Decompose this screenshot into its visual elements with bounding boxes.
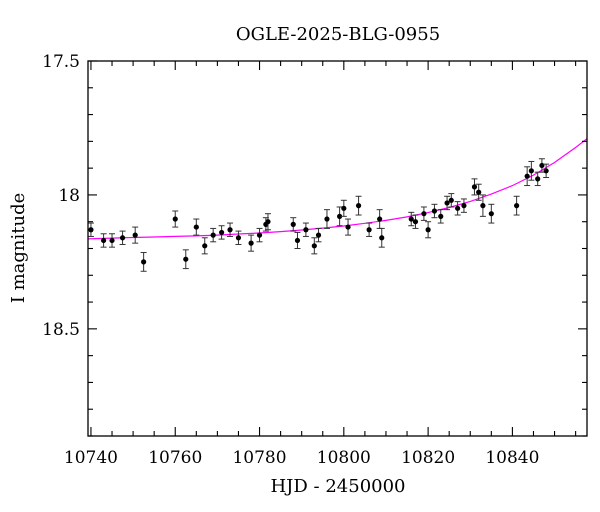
data-point [476,189,482,195]
data-point [366,227,372,233]
data-point [528,168,534,174]
data-point [183,256,189,262]
x-tick-label: 10840 [485,448,539,468]
y-tick-label: 17.5 [42,52,80,72]
x-tick-label: 10780 [232,448,286,468]
data-point [235,235,242,241]
axis-ticks: 10740 10760 10780 10800 10820 10840 17.5 18 18.5 [42,52,587,468]
data-point [119,235,126,241]
data-point [488,211,494,217]
x-tick-label: 10760 [148,448,202,468]
y-tick-label: 18.5 [42,320,80,340]
data-point [408,216,414,222]
plot-frame [87,60,588,437]
data-point [421,211,427,217]
data-point [141,259,147,265]
data-point [425,227,431,233]
model-curve [87,138,588,240]
data-point [311,243,317,249]
data-point [455,205,461,211]
y-tick-label: 18 [58,186,80,206]
x-tick-label: 10800 [317,448,371,468]
data-point [412,219,419,225]
data-point [172,216,178,222]
data-point [290,221,296,227]
data-point [355,203,362,209]
data-point [219,229,225,236]
data-point [315,232,322,238]
data-point [341,205,347,211]
data-point [345,224,351,230]
data-point [543,168,549,174]
data-point [227,227,233,233]
data-point [88,227,94,233]
x-tick-label: 10820 [401,448,455,468]
data-point [303,227,309,233]
data-point [210,232,216,238]
data-point [444,200,450,206]
data-point [438,213,444,219]
data-point [324,216,330,222]
y-axis-label: I magnitude [8,193,29,304]
data-point [448,197,454,203]
data-point [524,173,530,179]
plot-area [87,138,588,272]
data-point [265,219,271,225]
data-point [379,235,385,241]
data-point [431,208,438,214]
x-axis-label: HJD - 2450000 [270,476,405,497]
data-point [535,176,541,182]
data-point [109,237,115,244]
data-point [100,237,107,244]
chart-title: OGLE-2025-BLG-0955 [236,24,440,45]
x-tick-label: 10740 [64,448,118,468]
data-point [471,184,478,190]
data-point [294,237,301,244]
data-point [248,240,254,246]
data-point [514,203,520,209]
data-point [132,232,138,238]
data-point [256,232,263,238]
data-point [461,203,467,209]
data-point [193,224,199,230]
data-point [480,203,486,209]
data-point [202,243,208,249]
data-point [337,213,343,219]
data-point [377,216,383,222]
